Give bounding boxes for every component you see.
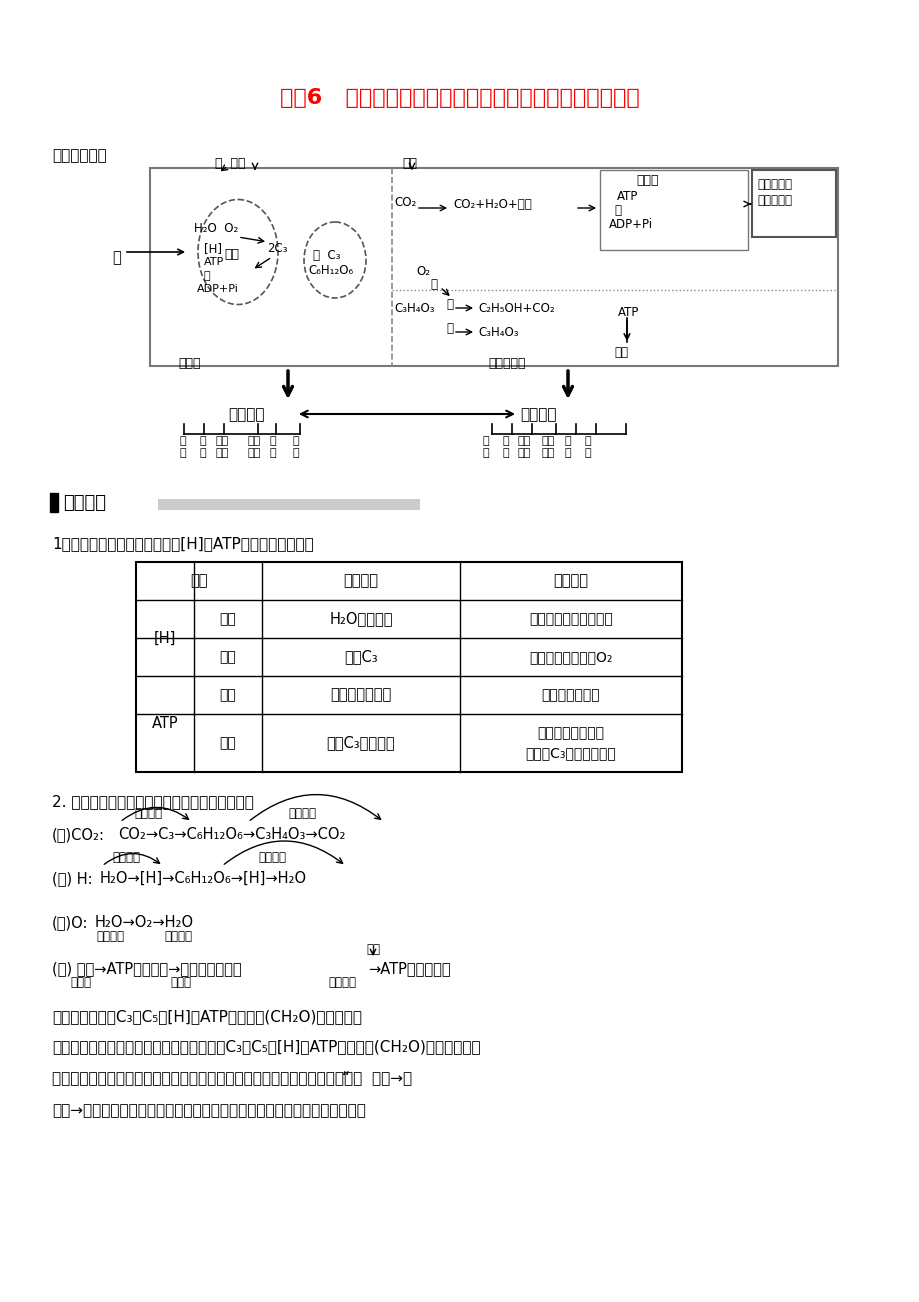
Text: 场
所: 场 所 bbox=[269, 436, 276, 457]
Text: 空气: 空气 bbox=[402, 158, 416, 171]
Text: 考点6   透过光合作用和细胞呼吸原理，掌握过程关系图解: 考点6 透过光合作用和细胞呼吸原理，掌握过程关系图解 bbox=[279, 89, 640, 108]
Text: 能量: 能量 bbox=[613, 346, 628, 359]
Bar bbox=[150, 168, 837, 366]
Text: 用于第三阶段还原O₂: 用于第三阶段还原O₂ bbox=[528, 650, 612, 664]
Text: 物质→去路，分析其来路和去路的变化来确定含量变化。如下面四幅模型图：: 物质→去路，分析其来路和去路的变化来确定含量变化。如下面四幅模型图： bbox=[52, 1103, 366, 1118]
Text: 光反应阶段产生: 光反应阶段产生 bbox=[330, 687, 391, 703]
Text: ATP: ATP bbox=[152, 716, 178, 732]
Text: 用于各项生命活动: 用于各项生命活动 bbox=[537, 727, 604, 740]
Text: 细胞呼吸: 细胞呼吸 bbox=[519, 408, 556, 422]
Text: 条
件: 条 件 bbox=[292, 436, 299, 457]
Text: 酶: 酶 bbox=[613, 204, 620, 217]
Text: 【依网联想】: 【依网联想】 bbox=[52, 148, 107, 163]
Text: 光合作用: 光合作用 bbox=[343, 573, 378, 589]
Text: 还原C₃: 还原C₃ bbox=[344, 650, 378, 664]
Text: 叶绿体: 叶绿体 bbox=[177, 357, 200, 370]
Text: 场
所: 场 所 bbox=[564, 436, 571, 457]
Text: 能量
变化: 能量 变化 bbox=[247, 436, 260, 457]
Text: （植物C₃的还原除外）: （植物C₃的还原除外） bbox=[525, 746, 616, 760]
Text: 酶: 酶 bbox=[204, 271, 210, 281]
Text: C₃H₄O₃: C₃H₄O₃ bbox=[478, 326, 518, 339]
Text: 光合作用: 光合作用 bbox=[96, 930, 124, 943]
Text: “: “ bbox=[342, 1072, 349, 1086]
Text: →ATP中的化学能: →ATP中的化学能 bbox=[368, 961, 450, 976]
Text: 类
型: 类 型 bbox=[502, 436, 509, 457]
Text: 2. 光合作用和细胞呼吸中物质和能量的变化关系: 2. 光合作用和细胞呼吸中物质和能量的变化关系 bbox=[52, 794, 254, 809]
Text: (２) H:: (２) H: bbox=[52, 871, 93, 885]
Text: C₂H₅OH+CO₂: C₂H₅OH+CO₂ bbox=[478, 302, 554, 315]
Text: 有氧呼吸: 有氧呼吸 bbox=[164, 930, 192, 943]
Text: 2C₃: 2C₃ bbox=[267, 242, 287, 255]
Text: 有氧呼吸: 有氧呼吸 bbox=[288, 807, 315, 820]
Text: (４) 光能→ATP中化学能→有机物中化学能: (４) 光能→ATP中化学能→有机物中化学能 bbox=[52, 961, 242, 976]
Text: 来源: 来源 bbox=[220, 687, 236, 702]
Text: (１)CO₂:: (１)CO₂: bbox=[52, 827, 105, 842]
Text: C₃H₄O₃: C₃H₄O₃ bbox=[393, 302, 434, 315]
Bar bbox=[158, 499, 420, 510]
Text: 物质
变化: 物质 变化 bbox=[516, 436, 530, 457]
Text: ATP: ATP bbox=[618, 306, 639, 319]
Text: 概
念: 概 念 bbox=[482, 436, 489, 457]
Text: 有氧呼吸第一、二阶段: 有氧呼吸第一、二阶段 bbox=[528, 612, 612, 626]
Text: 去向: 去向 bbox=[220, 650, 236, 664]
Text: 分析光照强度和二氧化碳浓度突然改变后，C₃、C₅、[H]、ATP的含量及(CH₂O)合成量的动态: 分析光照强度和二氧化碳浓度突然改变后，C₃、C₅、[H]、ATP的含量及(CH₂… bbox=[52, 1039, 480, 1055]
Text: CO₂: CO₂ bbox=[393, 197, 415, 210]
Text: 概
念: 概 念 bbox=[179, 436, 187, 457]
Text: 变化时要将光反应和暗反应过程结合起来分析，从具体的反应过程提炼出模糊  来路→某: 变化时要将光反应和暗反应过程结合起来分析，从具体的反应过程提炼出模糊 来路→某 bbox=[52, 1072, 412, 1086]
Text: 酶: 酶 bbox=[446, 298, 452, 311]
Text: 根  空气: 根 空气 bbox=[215, 158, 245, 171]
Text: ATP: ATP bbox=[204, 256, 224, 267]
Text: C₆H₁₂O₆: C₆H₁₂O₆ bbox=[308, 264, 353, 277]
Bar bbox=[50, 493, 58, 512]
Bar bbox=[599, 171, 747, 250]
Text: 三个阶段都产生: 三个阶段都产生 bbox=[541, 687, 600, 702]
Text: H₂O  O₂: H₂O O₂ bbox=[194, 223, 238, 234]
Text: [H]: [H] bbox=[204, 242, 221, 255]
Text: (３)O:: (３)O: bbox=[52, 915, 88, 930]
Text: 细胞质基质: 细胞质基质 bbox=[487, 357, 525, 370]
Text: 光合作用: 光合作用 bbox=[134, 807, 162, 820]
Text: 物质合成等: 物质合成等 bbox=[756, 194, 791, 207]
Text: 有氧呼吸: 有氧呼吸 bbox=[257, 852, 286, 865]
Text: H₂O→[H]→C₆H₁₂O₆→[H]→H₂O: H₂O→[H]→C₆H₁₂O₆→[H]→H₂O bbox=[100, 871, 307, 885]
Text: 细胞分裂、: 细胞分裂、 bbox=[756, 178, 791, 191]
Text: 线粒体: 线粒体 bbox=[635, 174, 658, 187]
Text: 光合作用: 光合作用 bbox=[228, 408, 265, 422]
Text: 酶: 酶 bbox=[429, 279, 437, 292]
Text: 来源: 来源 bbox=[220, 612, 236, 626]
Text: 光: 光 bbox=[112, 250, 120, 266]
Text: 项目: 项目 bbox=[190, 573, 208, 589]
Text: 发
现: 发 现 bbox=[199, 436, 206, 457]
Text: 产能
情况: 产能 情况 bbox=[540, 436, 554, 457]
Text: ADP+Pi: ADP+Pi bbox=[197, 284, 239, 294]
Text: O₂: O₂ bbox=[415, 266, 429, 279]
Text: 核心梳理: 核心梳理 bbox=[62, 493, 106, 512]
Text: 热能: 热能 bbox=[366, 943, 380, 956]
Text: 实
质: 实 质 bbox=[584, 436, 591, 457]
Text: 光合作用: 光合作用 bbox=[112, 852, 140, 865]
Text: ATP: ATP bbox=[617, 190, 638, 203]
Text: 酶: 酶 bbox=[446, 322, 452, 335]
Text: ADP+Pi: ADP+Pi bbox=[608, 217, 652, 230]
Bar bbox=[751, 171, 835, 237]
Text: ３．改变条件后C₃、C₅、[H]、ATP的含量及(CH₂O)合成量变化: ３．改变条件后C₃、C₅、[H]、ATP的含量及(CH₂O)合成量变化 bbox=[52, 1009, 361, 1023]
Text: 色素: 色素 bbox=[223, 247, 239, 260]
Text: 酶  C₃: 酶 C₃ bbox=[312, 249, 340, 262]
Text: CO₂→C₃→C₆H₁₂O₆→C₃H₄O₃→CO₂: CO₂→C₃→C₆H₁₂O₆→C₃H₄O₃→CO₂ bbox=[118, 827, 346, 842]
Text: 去向: 去向 bbox=[220, 736, 236, 750]
Text: 光反应: 光反应 bbox=[70, 976, 91, 990]
Text: 物质
变化: 物质 变化 bbox=[215, 436, 229, 457]
Text: 呼吸作用: 呼吸作用 bbox=[328, 976, 356, 990]
Text: 有氧呼吸: 有氧呼吸 bbox=[553, 573, 588, 589]
Text: CO₂+H₂O+能量: CO₂+H₂O+能量 bbox=[452, 198, 531, 211]
Text: H₂O光解产生: H₂O光解产生 bbox=[329, 612, 392, 626]
Text: H₂O→O₂→H₂O: H₂O→O₂→H₂O bbox=[95, 915, 194, 930]
Bar bbox=[136, 562, 681, 772]
Text: [H]: [H] bbox=[153, 630, 176, 646]
Text: 暗反应: 暗反应 bbox=[170, 976, 191, 990]
Text: 1．光合作用与细胞呼吸过程中[H]和ATP的来源和去向归纳: 1．光合作用与细胞呼吸过程中[H]和ATP的来源和去向归纳 bbox=[52, 536, 313, 551]
Text: 用于C₃还原供能: 用于C₃还原供能 bbox=[326, 736, 395, 750]
